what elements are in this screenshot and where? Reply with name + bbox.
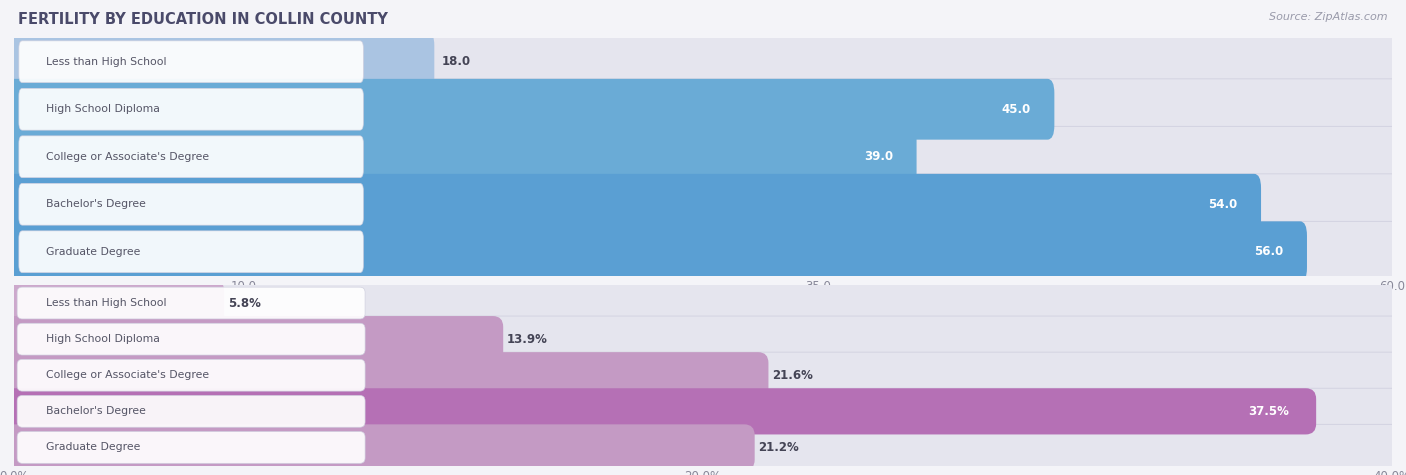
FancyBboxPatch shape bbox=[17, 287, 366, 319]
Text: 45.0: 45.0 bbox=[1001, 103, 1031, 116]
FancyBboxPatch shape bbox=[4, 352, 1402, 399]
FancyBboxPatch shape bbox=[18, 231, 363, 273]
FancyBboxPatch shape bbox=[4, 424, 755, 471]
Text: Less than High School: Less than High School bbox=[46, 298, 166, 308]
Text: 5.8%: 5.8% bbox=[228, 296, 260, 310]
FancyBboxPatch shape bbox=[4, 316, 503, 362]
Text: Source: ZipAtlas.com: Source: ZipAtlas.com bbox=[1270, 12, 1388, 22]
FancyBboxPatch shape bbox=[17, 360, 366, 391]
Text: FERTILITY BY EDUCATION IN COLLIN COUNTY: FERTILITY BY EDUCATION IN COLLIN COUNTY bbox=[18, 12, 388, 27]
Text: Less than High School: Less than High School bbox=[46, 57, 166, 67]
FancyBboxPatch shape bbox=[18, 136, 363, 178]
FancyBboxPatch shape bbox=[4, 352, 769, 399]
FancyBboxPatch shape bbox=[7, 221, 1308, 282]
FancyBboxPatch shape bbox=[4, 316, 1402, 362]
FancyBboxPatch shape bbox=[4, 424, 1402, 471]
FancyBboxPatch shape bbox=[18, 41, 363, 83]
FancyBboxPatch shape bbox=[7, 31, 1399, 92]
Text: 21.2%: 21.2% bbox=[758, 441, 799, 454]
FancyBboxPatch shape bbox=[7, 174, 1261, 235]
FancyBboxPatch shape bbox=[7, 31, 434, 92]
Text: 39.0: 39.0 bbox=[865, 150, 893, 163]
Text: 18.0: 18.0 bbox=[441, 55, 471, 68]
Text: Bachelor's Degree: Bachelor's Degree bbox=[46, 406, 146, 417]
Text: 13.9%: 13.9% bbox=[506, 332, 547, 346]
FancyBboxPatch shape bbox=[17, 323, 366, 355]
FancyBboxPatch shape bbox=[7, 174, 1399, 235]
FancyBboxPatch shape bbox=[18, 183, 363, 225]
FancyBboxPatch shape bbox=[18, 88, 363, 130]
FancyBboxPatch shape bbox=[7, 126, 917, 187]
Text: High School Diploma: High School Diploma bbox=[46, 104, 160, 114]
FancyBboxPatch shape bbox=[17, 396, 366, 427]
FancyBboxPatch shape bbox=[4, 280, 224, 326]
FancyBboxPatch shape bbox=[4, 280, 1402, 326]
FancyBboxPatch shape bbox=[7, 79, 1054, 140]
FancyBboxPatch shape bbox=[4, 388, 1316, 435]
FancyBboxPatch shape bbox=[7, 126, 1399, 187]
Text: College or Associate's Degree: College or Associate's Degree bbox=[46, 152, 209, 162]
Text: Graduate Degree: Graduate Degree bbox=[46, 247, 141, 257]
FancyBboxPatch shape bbox=[4, 388, 1402, 435]
FancyBboxPatch shape bbox=[7, 221, 1399, 282]
FancyBboxPatch shape bbox=[7, 79, 1399, 140]
Text: 56.0: 56.0 bbox=[1254, 245, 1284, 258]
Text: High School Diploma: High School Diploma bbox=[46, 334, 160, 344]
Text: Bachelor's Degree: Bachelor's Degree bbox=[46, 199, 146, 209]
Text: College or Associate's Degree: College or Associate's Degree bbox=[46, 370, 209, 380]
Text: Graduate Degree: Graduate Degree bbox=[46, 442, 141, 453]
Text: 37.5%: 37.5% bbox=[1249, 405, 1289, 418]
Text: 54.0: 54.0 bbox=[1208, 198, 1237, 211]
FancyBboxPatch shape bbox=[17, 432, 366, 463]
Text: 21.6%: 21.6% bbox=[772, 369, 813, 382]
